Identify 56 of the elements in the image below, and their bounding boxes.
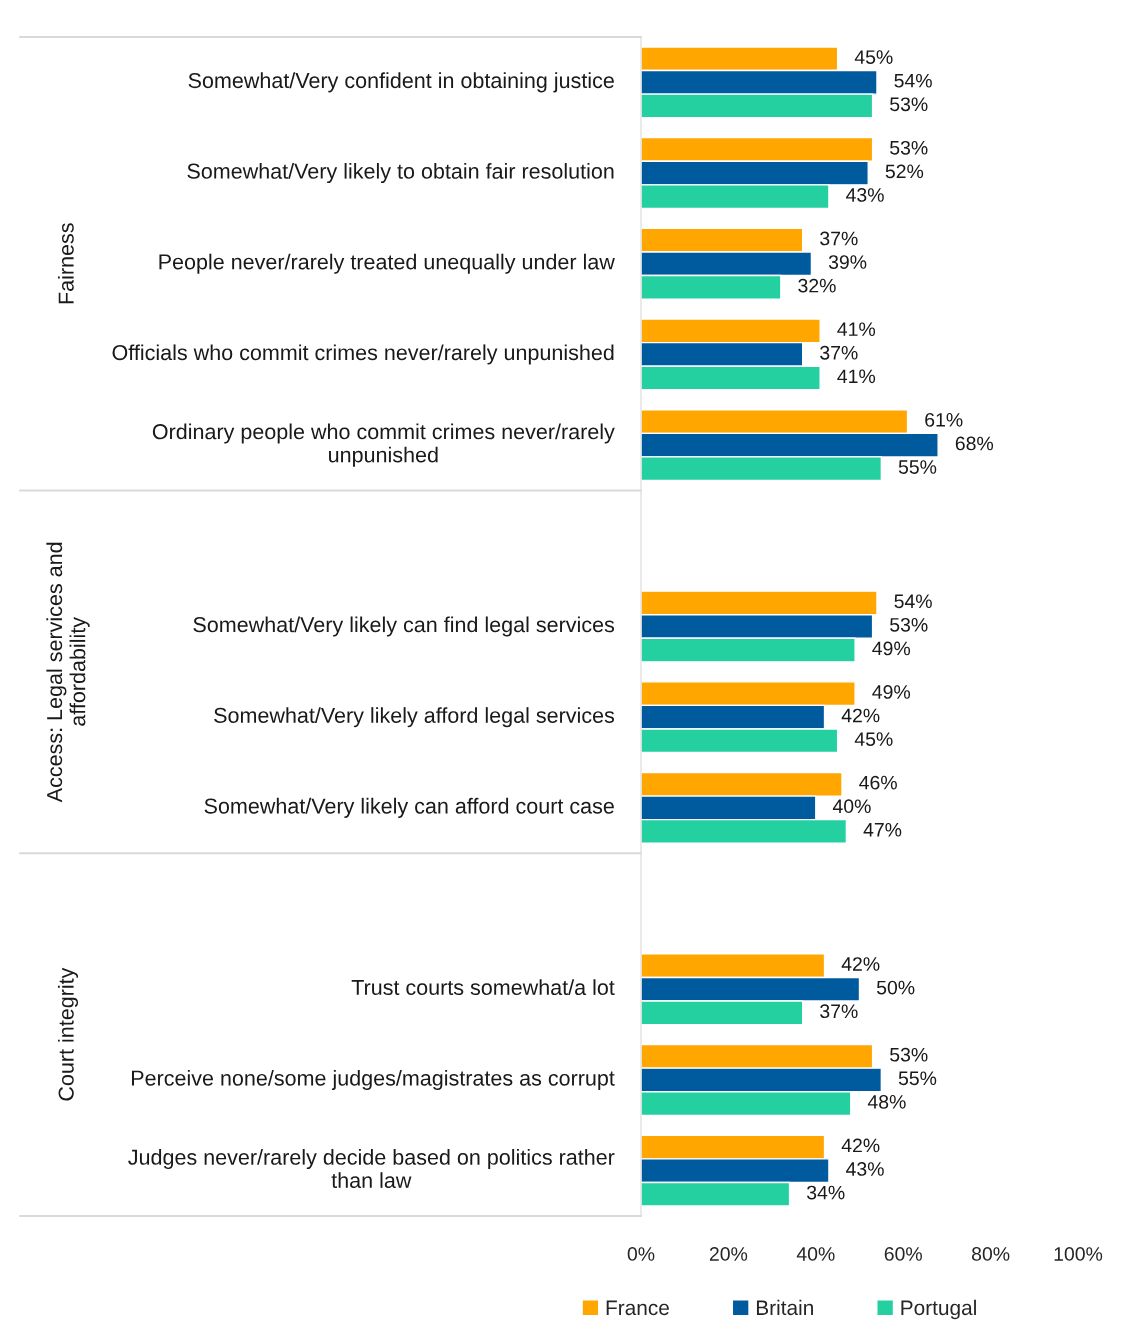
data-label: 41% — [837, 322, 876, 336]
data-label: 48% — [867, 1094, 906, 1109]
legend-label: France — [606, 1300, 669, 1316]
y-tick-label: Somewhat/Very likely to obtain fair resolution — [187, 163, 614, 184]
data-label: 55% — [898, 1071, 937, 1086]
data-label: 37% — [820, 231, 858, 246]
x-tick-label: 20% — [709, 1247, 748, 1261]
text: Fairness — [57, 223, 74, 304]
x-tick-label: 100% — [1054, 1247, 1103, 1261]
data-label: 49% — [872, 641, 911, 656]
data-label: 45% — [854, 50, 893, 64]
data-label: 46% — [859, 775, 897, 790]
y-tick-label: Somewhat/Very likely afford legal services — [214, 707, 615, 728]
y-tick-label: Judges never/rarely decide based on politics rather than law — [128, 1149, 615, 1189]
data-label: 32% — [798, 278, 836, 293]
data-label: 61% — [925, 412, 963, 427]
data-label: 52% — [885, 164, 924, 179]
data-label: 37% — [820, 1004, 858, 1019]
data-label: 41% — [837, 369, 876, 384]
legend-label: Britain — [756, 1299, 813, 1316]
legend-label: Portugal — [901, 1299, 976, 1320]
data-label: 42% — [841, 1138, 880, 1153]
data-label: 53% — [890, 97, 928, 112]
y-tick-label: Perceive none/some judges/magistrates as corrupt — [131, 1069, 615, 1090]
data-label: 54% — [894, 73, 932, 88]
data-label: 49% — [872, 685, 911, 699]
y-tick-label: Somewhat/Very confident in obtaining justice — [188, 72, 614, 93]
data-label: 34% — [806, 1185, 845, 1200]
data-label: 47% — [863, 823, 902, 837]
x-tick-label: 40% — [796, 1247, 835, 1261]
text: Court integrity — [57, 967, 79, 1101]
data-label: 42% — [841, 957, 880, 971]
data-label: 54% — [894, 594, 932, 609]
y-tick-label: Somewhat/Very likely can afford court case — [204, 797, 614, 818]
data-label: 40% — [832, 799, 871, 814]
data-label: 53% — [890, 617, 928, 632]
data-label: 43% — [846, 188, 884, 202]
y-tick-label: Ordinary people who commit crimes never/rarely unpunished — [152, 423, 615, 467]
data-label: 68% — [955, 436, 994, 451]
data-label: 55% — [898, 460, 937, 474]
data-label: 43% — [846, 1162, 884, 1176]
text: Access: Legal services and affordability — [46, 542, 90, 803]
data-label: 42% — [841, 708, 880, 723]
data-label: 53% — [890, 140, 928, 155]
data-label: 37% — [820, 345, 858, 360]
x-tick-label: 80% — [971, 1247, 1010, 1261]
y-tick-label: People never/rarely treated unequally under law — [159, 253, 615, 274]
data-label: 53% — [890, 1047, 928, 1062]
y-tick-label: Somewhat/Very likely can find legal services — [193, 616, 615, 637]
data-label: 45% — [854, 732, 893, 746]
y-tick-label: Trust courts somewhat/a lot — [351, 979, 615, 996]
data-label: 39% — [828, 255, 867, 269]
data-label: 50% — [876, 980, 915, 995]
x-tick-label: 60% — [884, 1247, 922, 1261]
x-tick-label: 0% — [627, 1247, 655, 1261]
y-tick-label: Officials who commit crimes never/rarely unpunished — [112, 344, 614, 365]
